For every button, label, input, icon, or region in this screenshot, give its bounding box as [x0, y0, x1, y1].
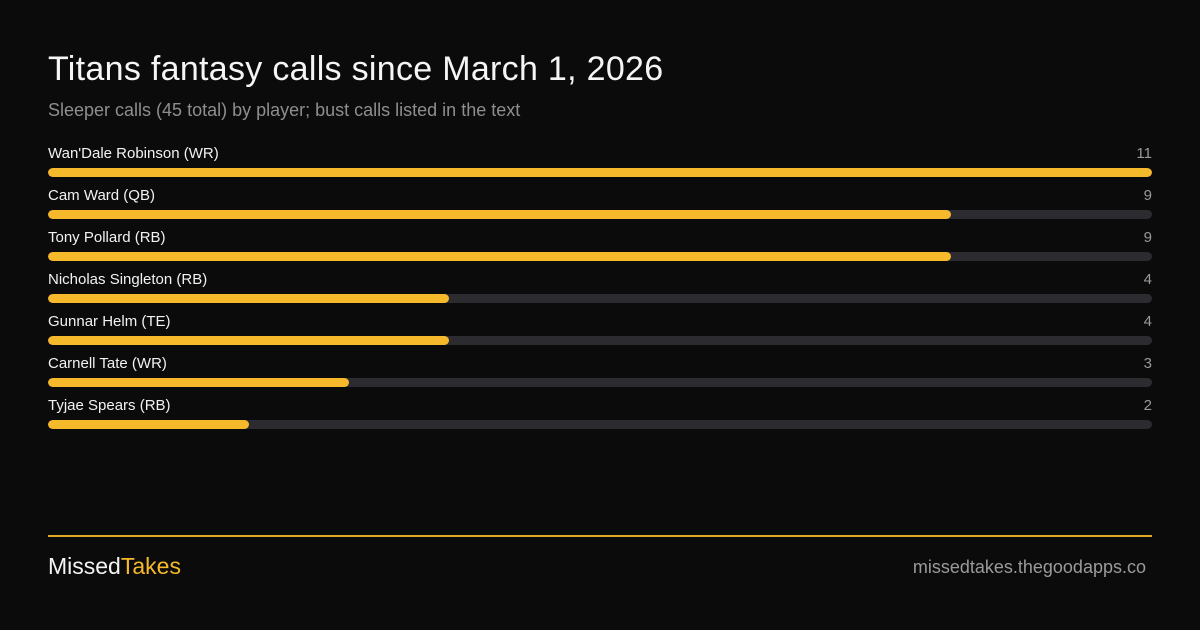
bar	[48, 168, 1152, 177]
bar-label: Cam Ward (QB)	[48, 187, 155, 204]
bar-row: Tyjae Spears (RB) 2	[48, 394, 1152, 436]
bar-value-label: 4	[1143, 313, 1152, 330]
bar	[48, 420, 249, 429]
bar-row: Cam Ward (QB) 9	[48, 184, 1152, 226]
bar	[48, 378, 349, 387]
bar-row: Wan'Dale Robinson (WR) 11	[48, 142, 1152, 184]
bar-track	[48, 294, 1152, 303]
bar-row: Gunnar Helm (TE) 4	[48, 310, 1152, 352]
brand-logo: MissedTakes	[48, 553, 181, 580]
bar	[48, 336, 449, 345]
bar-label: Wan'Dale Robinson (WR)	[48, 145, 219, 162]
bar-track	[48, 336, 1152, 345]
footer-divider	[48, 535, 1152, 537]
bar-label: Gunnar Helm (TE)	[48, 313, 171, 330]
chart-subtitle: Sleeper calls (45 total) by player; bust…	[48, 100, 521, 120]
bar-label: Tyjae Spears (RB)	[48, 397, 171, 414]
bar-chart: Wan'Dale Robinson (WR) 11 Cam Ward (QB) 9 To…	[48, 142, 1152, 436]
bar-track	[48, 420, 1152, 429]
bar-row: Carnell Tate (WR) 3	[48, 352, 1152, 394]
brand-name-part2: Takes	[120, 553, 181, 579]
bar-row: Nicholas Singleton (RB) 4	[48, 268, 1152, 310]
bar-value-label: 9	[1143, 187, 1152, 204]
bar-value-label: 4	[1143, 271, 1152, 288]
bar-track	[48, 252, 1152, 261]
bar-label: Carnell Tate (WR)	[48, 355, 167, 372]
brand-name-part1: Missed	[48, 553, 121, 579]
bar-value-label: 11	[1136, 145, 1152, 162]
site-url: missedtakes.thegoodapps.co	[912, 557, 1146, 577]
bar-track	[48, 168, 1152, 177]
bar-label: Tony Pollard (RB)	[48, 229, 166, 246]
bar-track	[48, 210, 1152, 219]
bar	[48, 252, 951, 261]
bar-label: Nicholas Singleton (RB)	[48, 271, 208, 288]
bar	[48, 294, 449, 303]
bar-track	[48, 378, 1152, 387]
chart-title: Titans fantasy calls since March 1, 2026	[48, 50, 664, 88]
bar-value-label: 3	[1143, 355, 1152, 372]
bar-value-label: 9	[1143, 229, 1152, 246]
bar-row: Tony Pollard (RB) 9	[48, 226, 1152, 268]
bar-value-label: 2	[1143, 397, 1152, 414]
bar	[48, 210, 951, 219]
